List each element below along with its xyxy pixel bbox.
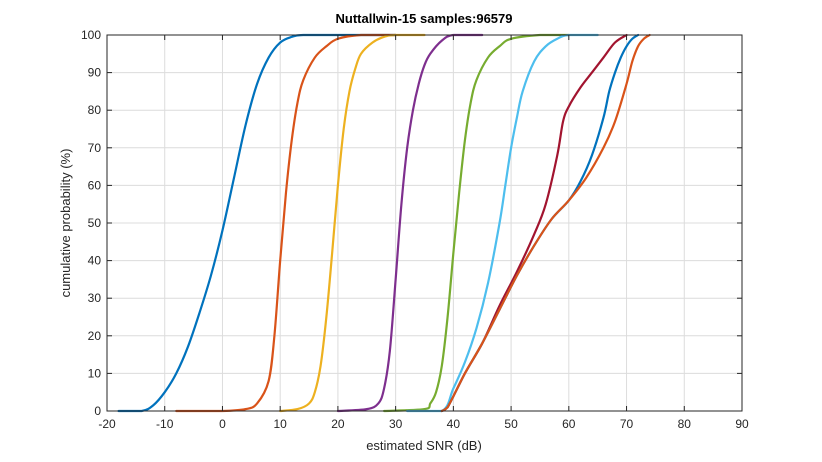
- x-tick-label: 30: [389, 417, 403, 431]
- x-tick-label: 20: [331, 417, 345, 431]
- y-tick-label: 60: [88, 178, 102, 192]
- y-tick-label: 90: [88, 66, 102, 80]
- series-line-series-4: [336, 33, 484, 413]
- series-line-series-1: [117, 33, 397, 413]
- x-axis-label: estimated SNR (dB): [366, 438, 482, 453]
- y-axis-label: cumulative probability (%): [58, 149, 73, 298]
- y-tick-label: 30: [88, 291, 102, 305]
- series-line-series-6: [406, 33, 599, 413]
- y-tick-label: 20: [88, 329, 102, 343]
- y-tick-label: 0: [94, 404, 101, 418]
- x-tick-label: 50: [504, 417, 518, 431]
- x-tick-label: 10: [274, 417, 288, 431]
- grid: [107, 35, 742, 411]
- y-tick-label: 10: [88, 366, 102, 380]
- y-tick-label: 100: [81, 28, 101, 42]
- ticks: -20 -10 0 10 20 30 40 50 60 70 80 90 0 10 20 30 40 50 60 70…: [81, 28, 749, 431]
- series-line-series-5: [382, 33, 570, 413]
- x-tick-label: 70: [620, 417, 634, 431]
- x-tick-label: 60: [562, 417, 576, 431]
- x-tick-label: 40: [447, 417, 461, 431]
- series-line-series-3: [279, 33, 426, 413]
- series-line-series-2: [175, 33, 397, 413]
- x-tick-label: -10: [156, 417, 174, 431]
- series-line-series-9: [440, 33, 651, 413]
- series-group: [117, 33, 651, 413]
- y-tick-label: 40: [88, 254, 102, 268]
- x-tick-label: 0: [219, 417, 226, 431]
- y-tick-label: 80: [88, 103, 102, 117]
- y-tick-label: 50: [88, 216, 102, 230]
- x-tick-label: 90: [735, 417, 749, 431]
- y-tick-label: 70: [88, 141, 102, 155]
- x-tick-label: 80: [678, 417, 692, 431]
- x-tick-label: -20: [98, 417, 116, 431]
- chart-title: Nuttallwin-15 samples:96579: [335, 11, 512, 26]
